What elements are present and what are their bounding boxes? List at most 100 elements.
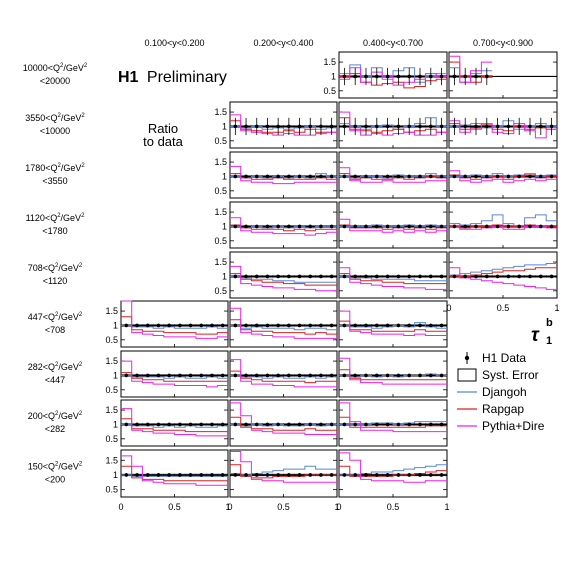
data-point [188,373,193,378]
data-point [539,124,543,129]
series-djangoh [339,275,447,282]
data-point [364,274,368,279]
data-point [385,124,390,129]
panel-0-2: 1.5 1 0.5 [323,51,448,99]
panel-0-3 [448,51,558,99]
y-bin-header-1: 0.200<y<0.400 [253,38,313,48]
data-point [396,174,401,179]
series-djangoh [339,117,447,130]
data-point [135,323,139,328]
data-point [364,124,368,129]
panel-4-3 [448,251,558,299]
chart-title-bold: H1 [118,69,139,86]
series-pythia [339,218,447,233]
panel-7-0: 1.5 1 0.5 [105,399,229,447]
y-tick-label: 1 [222,171,227,181]
data-point [156,422,161,427]
data-point [188,323,193,328]
x-tick-label: 0 [227,502,232,512]
data-point [495,174,500,179]
data-point [463,224,468,229]
data-point [287,224,291,229]
y-tick-label: 1 [222,121,227,131]
series-pythia [339,357,447,385]
data-point [329,473,334,477]
data-point [375,124,379,129]
data-point [474,224,478,229]
y-tick-label: 0.5 [105,385,118,395]
data-point [287,323,291,328]
series-djangoh [230,374,337,379]
data-point [549,224,554,229]
data-point [287,422,291,427]
data-point [276,323,280,328]
panel-5-2 [338,300,448,348]
series-rapgap [230,370,337,384]
series-rapgap [339,416,447,428]
data-point [375,323,379,328]
x-axis-label-main: τ [531,325,540,346]
data-point [528,174,532,179]
series-rapgap [121,418,228,433]
data-point [495,224,500,229]
data-point [528,224,532,229]
q2-bin-label-6-line1: 282<Q2/GeV2 [28,362,83,372]
data-point [244,323,248,328]
data-point [353,224,358,229]
panel-1-2 [338,101,448,149]
y-bin-header-0: 0.100<y<0.200 [144,38,204,48]
data-point [364,174,368,179]
y-tick-label: 1 [222,221,227,231]
data-point [342,274,347,279]
series-pythia [230,451,337,483]
y-tick-label: 0.5 [214,136,227,146]
data-point [276,174,280,179]
series-pythia [121,300,228,339]
series-djangoh [121,374,228,379]
data-point [276,473,280,477]
data-point [429,174,433,179]
data-point [549,274,554,279]
series-djangoh [121,324,228,329]
data-point [418,422,422,427]
data-point [233,124,238,129]
y-axis-label-line1: Ratio [148,121,178,136]
data-point [396,323,401,328]
data-point [308,274,313,279]
series-rapgap [230,319,337,335]
series-rapgap [121,465,228,482]
data-point [287,473,291,477]
data-point [265,124,270,129]
data-point [364,373,368,378]
data-point [375,274,379,279]
y-tick-label: 0.5 [214,286,227,296]
x-tick-label: 1 [225,502,230,512]
y-tick-label: 0.5 [105,335,118,345]
data-point [407,473,412,477]
series-pythia [339,310,447,336]
data-point [528,124,532,129]
data-point [353,74,358,79]
data-point [244,174,248,179]
panel-2-2 [338,151,448,199]
q2-bin-label-5-line1: 447<Q2/GeV2 [28,312,83,322]
data-point [220,323,225,328]
data-point [539,224,543,229]
data-point [276,124,280,129]
y-bin-headers: 0.100<y<0.200 0.200<y<0.400 0.400<y<0.700 0… [144,38,533,48]
series-pythia [230,165,337,185]
series-djangoh [449,214,557,227]
data-point [178,323,182,328]
data-point [474,74,478,79]
data-point [439,422,444,427]
data-point [353,124,358,129]
data-point [319,124,323,129]
series-pythia [339,167,447,183]
data-point [439,74,444,79]
data-point [342,224,347,229]
data-point [385,274,390,279]
series-pythia [230,402,337,435]
q2-bin-label-7-line2: <282 [45,424,65,434]
data-point [342,373,347,378]
